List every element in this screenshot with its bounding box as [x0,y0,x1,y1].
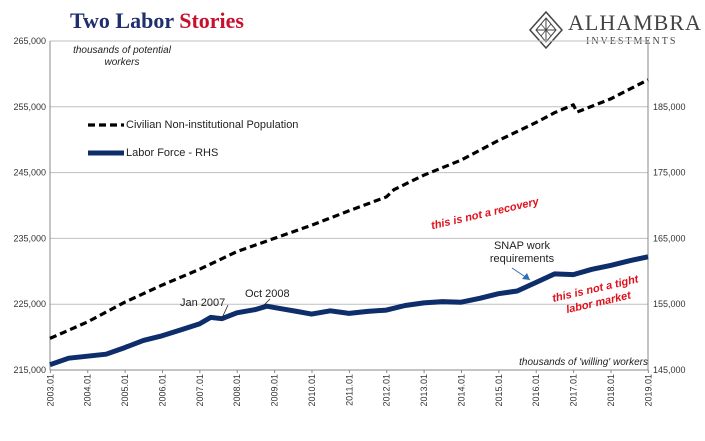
x-tick-label-1: 2004.01 [83,374,93,407]
x-tick-label-2: 2005.01 [120,374,130,407]
y-right-tick-label-1: 155,000 [653,299,686,309]
x-tick-label-8: 2011.01 [344,374,354,406]
y-right-tick-label-0: 145,000 [653,365,686,375]
x-tick-label-15: 2018.01 [606,374,616,407]
x-tick-label-7: 2010.01 [307,374,317,407]
series-line-1 [49,254,649,368]
x-tick-label-12: 2015.01 [494,374,504,407]
annotation-jan-2007: Jan 2007 [180,297,226,309]
left-units-note: thousands of potential workers [73,45,171,68]
pointer-oct-2008 [261,298,271,308]
x-tick-label-11: 2014.01 [456,374,466,407]
y-left-tick-label-2: 235,000 [13,233,46,243]
pointer-jan-2007 [221,304,229,319]
diamond-logo-icon [528,10,564,50]
x-tick-label-16: 2019.01 [643,374,653,407]
y-left-tick-label-0: 215,000 [13,365,46,375]
x-tick-label-14: 2017.01 [569,374,579,407]
x-tick-label-3: 2006.01 [157,374,167,407]
x-tick-label-4: 2007.01 [195,374,205,407]
legend-label-population: Civilian Non-institutional Population [126,119,299,131]
x-tick-label-10: 2013.01 [419,374,429,407]
x-tick-label-6: 2009.01 [270,374,280,407]
y-right-tick-label-2: 165,000 [653,233,686,243]
y-left-tick-label-4: 255,000 [13,102,46,112]
logo-name: ALHAMBRA [568,10,702,35]
pointer-snap-arrowhead [522,273,530,280]
x-tick-label-0: 2003.01 [45,374,55,407]
title-part-1: Two Labor [70,8,174,33]
x-tick-label-5: 2008.01 [232,374,242,407]
y-right-tick-label-4: 185,000 [653,102,686,112]
chart-title: Two Labor Stories [70,8,244,34]
annotation-snap: SNAP work requirements [489,240,555,265]
annotation-oct-2008: Oct 2008 [245,288,290,300]
y-left-tick-label-3: 245,000 [13,168,46,178]
legend-label-labor: Labor Force - RHS [126,147,219,159]
x-tick-label-9: 2012.01 [382,374,392,407]
y-left-tick-label-5: 265,000 [13,36,46,46]
right-units-note: thousands of 'willing' workers [519,357,648,368]
x-tick-label-13: 2016.01 [531,374,541,407]
y-left-tick-label-1: 225,000 [13,299,46,309]
title-part-2: Stories [179,8,244,33]
y-right-tick-label-3: 175,000 [653,168,686,178]
